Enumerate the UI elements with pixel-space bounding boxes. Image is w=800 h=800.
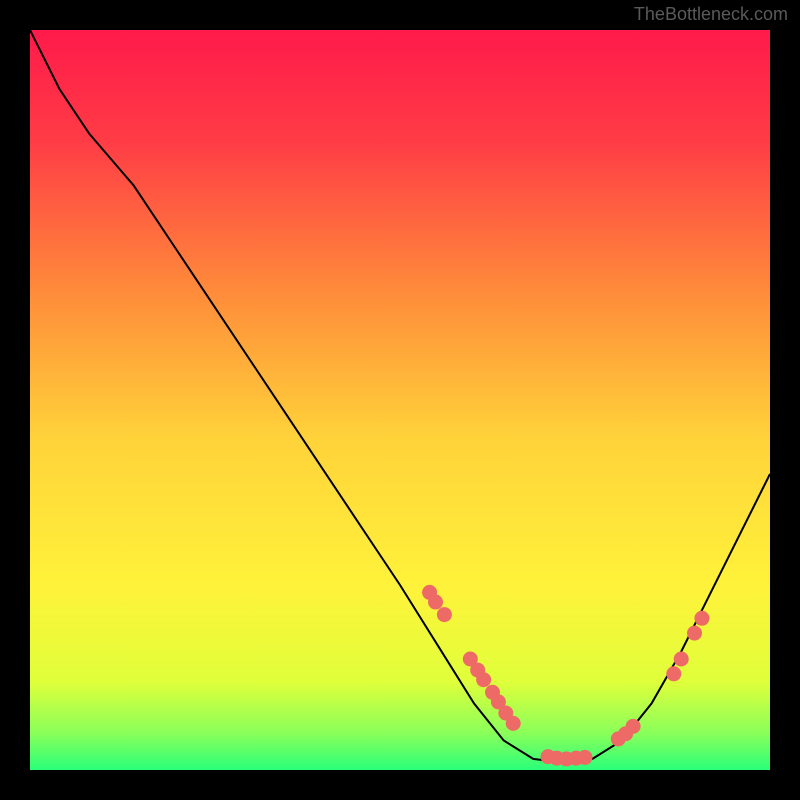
- curve-marker: [578, 750, 592, 764]
- curve-marker: [626, 719, 640, 733]
- curve-markers: [423, 585, 709, 766]
- chart-area: [30, 30, 770, 770]
- curve-marker: [437, 608, 451, 622]
- curve-marker: [506, 716, 520, 730]
- watermark-text: TheBottleneck.com: [634, 4, 788, 25]
- curve-marker: [674, 652, 688, 666]
- curve-marker: [695, 611, 709, 625]
- curve-marker: [477, 673, 491, 687]
- curve-marker: [688, 626, 702, 640]
- curve-marker: [667, 667, 681, 681]
- bottleneck-curve: [30, 30, 770, 763]
- curve-marker: [429, 595, 443, 609]
- chart-overlay: [30, 30, 770, 770]
